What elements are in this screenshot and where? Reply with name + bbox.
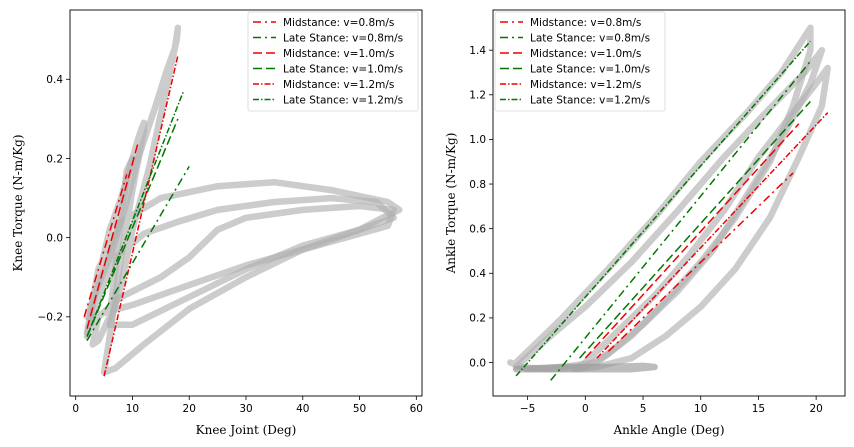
legend-label: Late Stance: v=1.0m/s bbox=[283, 63, 403, 75]
x-tick-label: 30 bbox=[239, 403, 252, 415]
legend-label: Late Stance: v=1.2m/s bbox=[283, 94, 403, 106]
x-tick-label: 5 bbox=[640, 403, 647, 415]
data-trajectory-4 bbox=[512, 362, 658, 373]
y-tick-label: 0.8 bbox=[469, 179, 486, 191]
series-line-2 bbox=[86, 166, 190, 341]
series-line-2 bbox=[550, 60, 811, 381]
x-tick-label: 0 bbox=[72, 403, 79, 415]
legend: Midstance: v=0.8m/s Late Stance: v=0.8m/s… bbox=[247, 11, 419, 112]
y-tick-label: 0.6 bbox=[469, 223, 486, 235]
x-tick-label: 15 bbox=[752, 403, 765, 415]
legend-label: Late Stance: v=1.0m/s bbox=[530, 63, 650, 75]
y-tick-label: 1.2 bbox=[469, 90, 486, 102]
legend-label: Midstance: v=0.8m/s bbox=[530, 17, 641, 29]
plot-area bbox=[83, 24, 403, 377]
y-tick-label: 0.2 bbox=[46, 153, 63, 165]
series-line-4 bbox=[86, 118, 179, 337]
legend-label: Midstance: v=1.2m/s bbox=[530, 79, 641, 91]
legend: Midstance: v=0.8m/s Late Stance: v=0.8m/s… bbox=[494, 11, 666, 112]
legend-box bbox=[494, 11, 666, 112]
x-axis-label: Ankle Angle (Deg) bbox=[612, 423, 724, 437]
y-tick-label: 0.0 bbox=[46, 232, 63, 244]
data-trajectory-2 bbox=[512, 46, 826, 373]
x-tick-label: 10 bbox=[126, 403, 139, 415]
x-tick-label: 20 bbox=[183, 403, 196, 415]
legend-label: Late Stance: v=0.8m/s bbox=[530, 32, 650, 44]
series-line-3 bbox=[86, 142, 139, 329]
x-tick-label: 40 bbox=[296, 403, 309, 415]
legend-label: Midstance: v=1.2m/s bbox=[283, 79, 394, 91]
y-axis-label: Knee Torque (N-m/Kg) bbox=[11, 134, 25, 271]
series-line-1 bbox=[607, 172, 794, 352]
series-line-4 bbox=[579, 100, 811, 359]
data-trajectory-2 bbox=[83, 119, 403, 376]
series-line-3 bbox=[584, 123, 800, 359]
y-tick-label: −0.2 bbox=[38, 312, 64, 324]
legend-label: Midstance: v=0.8m/s bbox=[283, 17, 394, 29]
legend-label: Midstance: v=1.0m/s bbox=[283, 48, 394, 60]
x-axis-label: Knee Joint (Deg) bbox=[196, 423, 297, 437]
series-line-5 bbox=[596, 112, 829, 359]
series-line-1 bbox=[83, 174, 128, 318]
chart-panel-1: 0 10 20 30 40 50 60 −0.2 0.0 0.2 0.4 Knee Joint (De… bbox=[11, 9, 423, 437]
x-tick-label: 20 bbox=[809, 403, 822, 415]
y-tick-label: 1.0 bbox=[469, 134, 486, 146]
data-trajectory-3 bbox=[570, 64, 831, 373]
y-axis-label: Ankle Torque (N-m/Kg) bbox=[444, 133, 458, 275]
y-tick-label: 0.4 bbox=[469, 268, 486, 280]
series-line-6 bbox=[515, 40, 811, 377]
series-line-6 bbox=[86, 90, 185, 337]
legend-label: Late Stance: v=1.2m/s bbox=[530, 94, 650, 106]
legend-label: Midstance: v=1.0m/s bbox=[530, 48, 641, 60]
x-tick-label: 60 bbox=[410, 403, 423, 415]
y-tick-label: 0.0 bbox=[469, 357, 486, 369]
x-tick-label: −5 bbox=[520, 403, 535, 415]
y-tick-label: 1.4 bbox=[469, 45, 486, 57]
legend-label: Late Stance: v=0.8m/s bbox=[283, 32, 403, 44]
series-line-5 bbox=[103, 55, 179, 377]
x-tick-label: 0 bbox=[582, 403, 589, 415]
y-tick-label: 0.4 bbox=[46, 74, 63, 86]
data-trajectory-3 bbox=[83, 24, 397, 340]
x-tick-label: 10 bbox=[694, 403, 707, 415]
chart-panel-2: −5 0 5 10 15 20 0.0 0.2 0.4 0.6 0.8 1.0 1.2 1.4 Ankle … bbox=[444, 9, 846, 437]
y-tick-label: 0.2 bbox=[469, 313, 486, 325]
axes-frame bbox=[492, 9, 846, 397]
legend-box bbox=[247, 11, 419, 112]
x-tick-label: 50 bbox=[353, 403, 366, 415]
plot-area bbox=[507, 24, 831, 381]
